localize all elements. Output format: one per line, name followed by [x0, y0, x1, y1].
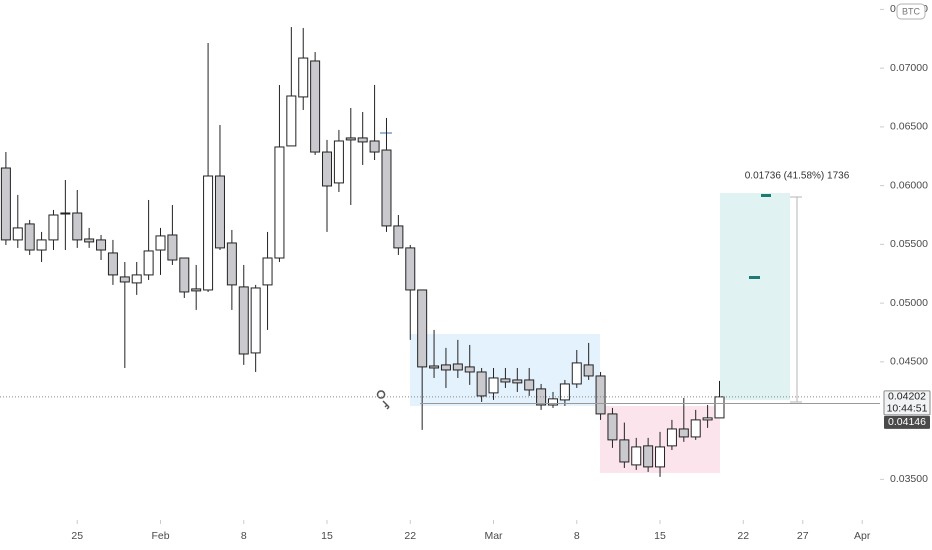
x-tick-label: 22 — [737, 530, 749, 542]
candle-body — [393, 225, 404, 249]
candle-body — [369, 140, 380, 153]
candle-body — [655, 446, 666, 468]
candle-body — [48, 214, 59, 241]
candle-body — [60, 212, 71, 215]
candle-body — [559, 383, 570, 401]
candle-body — [143, 250, 154, 276]
candle-body — [405, 247, 416, 291]
candle-body — [36, 239, 47, 251]
candle-body — [643, 445, 654, 468]
x-tick-label: 27 — [797, 530, 809, 542]
candle-body — [107, 252, 118, 276]
candle-body — [619, 439, 630, 463]
key-icon — [376, 390, 390, 410]
candle-body — [571, 362, 582, 385]
candle-body — [214, 175, 225, 249]
x-tick-label: Apr — [854, 530, 871, 542]
candle-body — [512, 379, 523, 384]
countdown-label: 10:44:51 — [887, 403, 928, 415]
candle-body — [238, 286, 249, 355]
candle-body — [500, 378, 511, 383]
candle-body — [690, 419, 701, 438]
price-line-label: 0.04146 — [888, 416, 926, 428]
y-tick-label: 0.05000 — [890, 297, 928, 309]
last-price-label: 0.04202 — [888, 391, 926, 403]
y-tick-label: 0.04500 — [890, 356, 928, 368]
x-tick-label: 15 — [321, 530, 333, 542]
candle-body — [274, 146, 285, 259]
price-line-box — [884, 415, 930, 429]
last-price-box — [883, 390, 931, 416]
candle-body — [84, 238, 95, 243]
candle-body — [345, 137, 356, 141]
candle-body — [488, 377, 499, 394]
candle-body — [357, 137, 368, 143]
y-tick-label: 0.05500 — [890, 238, 928, 250]
candle-body — [429, 365, 440, 369]
measure-label: 0.01736 (41.58%) 1736 — [745, 171, 850, 182]
y-tick-label: 0.03500 — [890, 473, 928, 485]
candle-body — [226, 242, 237, 286]
candle-body — [547, 398, 558, 406]
candle-body — [250, 287, 261, 354]
x-tick-label: Feb — [151, 530, 169, 542]
candle-body — [678, 428, 689, 438]
candle-body — [322, 151, 333, 187]
x-tick-label: 8 — [574, 530, 580, 542]
candle-body — [536, 388, 547, 406]
currency-badge — [896, 3, 926, 20]
candle-body — [381, 149, 392, 227]
candle-body — [631, 446, 642, 466]
candle-body — [310, 60, 321, 153]
candle-body — [262, 257, 273, 286]
candle-body — [0, 167, 11, 241]
candle-body — [12, 227, 23, 241]
axes: 0.03500 0.04500 0.05000 0.05500 0.06000 0.065… — [71, 3, 931, 542]
candle-body — [167, 234, 178, 261]
candle-body — [333, 140, 344, 184]
x-tick-label: 22 — [404, 530, 416, 542]
candle-body — [607, 413, 618, 441]
y-tick-label: 0.07000 — [890, 62, 928, 74]
x-tick-label: 8 — [241, 530, 247, 542]
candle-body — [714, 396, 725, 419]
candle-body — [452, 363, 463, 371]
candle-body — [583, 364, 594, 377]
candle-body — [702, 417, 713, 421]
candle-body — [417, 289, 428, 368]
candle-body — [595, 375, 606, 415]
candle-body — [24, 223, 35, 251]
candle-body — [440, 364, 451, 371]
target-marker — [761, 194, 771, 197]
candle-body — [179, 257, 190, 293]
candle-body — [464, 366, 475, 373]
candle-body — [96, 239, 107, 251]
candle-body — [191, 288, 202, 292]
candle-body — [203, 175, 214, 291]
y-tick-label: 0.06000 — [890, 179, 928, 191]
currency-label: BTC — [902, 6, 921, 16]
target-zone — [720, 193, 790, 400]
candle-body — [72, 212, 83, 241]
candle-body — [524, 379, 535, 391]
candle-body — [131, 274, 142, 284]
plot — [0, 27, 880, 477]
y-tick-label: 0.06500 — [890, 121, 928, 133]
candle-body — [666, 428, 677, 447]
candle-body — [476, 371, 487, 397]
x-tick-label: 15 — [654, 530, 666, 542]
candle-body — [155, 235, 166, 251]
x-tick-label: 25 — [71, 530, 83, 542]
target-marker — [749, 276, 760, 279]
candle-body — [119, 276, 130, 283]
candle-body — [298, 57, 309, 98]
x-tick-label: Mar — [484, 530, 503, 542]
candle-body — [286, 95, 297, 147]
